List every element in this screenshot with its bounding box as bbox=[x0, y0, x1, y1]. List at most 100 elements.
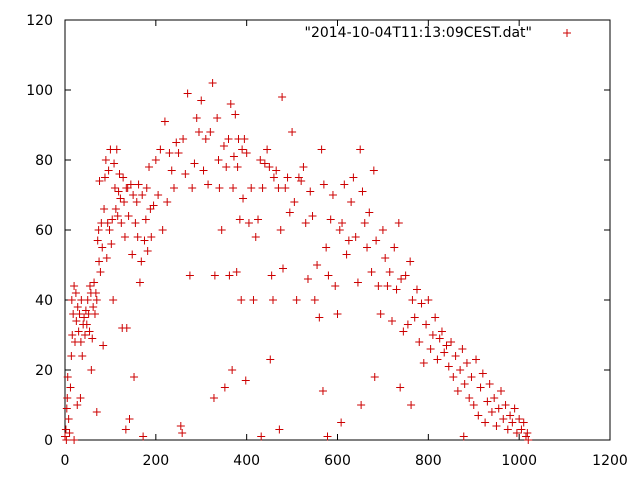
data-point bbox=[483, 397, 492, 406]
data-point bbox=[108, 215, 117, 224]
data-point bbox=[110, 159, 119, 168]
data-point bbox=[376, 310, 385, 318]
data-point bbox=[278, 93, 287, 101]
data-point bbox=[424, 296, 433, 304]
data-point bbox=[299, 163, 308, 171]
data-point bbox=[235, 215, 244, 224]
x-tick-label: 1000 bbox=[501, 453, 537, 469]
data-point bbox=[174, 149, 183, 157]
data-point bbox=[78, 352, 87, 360]
data-point bbox=[490, 394, 499, 402]
data-point bbox=[63, 373, 72, 381]
data-point bbox=[249, 296, 258, 304]
data-point bbox=[233, 163, 242, 171]
data-point bbox=[397, 275, 406, 283]
data-point bbox=[215, 184, 224, 192]
data-point bbox=[135, 278, 144, 287]
axis-ticks bbox=[64, 19, 611, 441]
data-point bbox=[347, 198, 356, 206]
data-point bbox=[142, 184, 151, 192]
data-point bbox=[151, 156, 160, 164]
data-point bbox=[499, 415, 508, 423]
data-point bbox=[71, 289, 80, 297]
data-point bbox=[369, 166, 378, 175]
data-point bbox=[372, 236, 381, 245]
data-point bbox=[467, 373, 476, 381]
data-point bbox=[85, 282, 94, 290]
data-point bbox=[179, 135, 188, 143]
data-point bbox=[237, 296, 246, 304]
data-point bbox=[281, 184, 290, 192]
data-point bbox=[251, 233, 260, 241]
data-point bbox=[301, 219, 310, 227]
data-point bbox=[154, 191, 163, 199]
data-point bbox=[276, 226, 285, 234]
x-tick-label: 600 bbox=[324, 453, 351, 469]
data-point bbox=[523, 429, 532, 437]
data-point bbox=[95, 257, 104, 266]
data-point bbox=[390, 243, 399, 252]
data-point bbox=[133, 233, 142, 241]
data-point bbox=[72, 317, 81, 325]
data-point bbox=[365, 208, 374, 217]
data-point bbox=[242, 149, 251, 157]
data-point bbox=[417, 299, 426, 308]
data-point bbox=[426, 345, 435, 353]
data-point bbox=[474, 411, 483, 420]
data-point bbox=[132, 198, 141, 206]
data-point bbox=[110, 184, 119, 192]
y-tick-label: 20 bbox=[35, 363, 53, 379]
data-point bbox=[367, 268, 376, 276]
data-point bbox=[506, 411, 515, 420]
data-point bbox=[449, 373, 458, 381]
legend-label: "2014-10-04T11:13:09CEST.dat" bbox=[305, 25, 532, 41]
data-point bbox=[70, 436, 79, 444]
data-point bbox=[308, 212, 317, 220]
data-point bbox=[66, 383, 75, 392]
data-point bbox=[512, 429, 521, 437]
data-point bbox=[134, 180, 143, 189]
data-point bbox=[503, 425, 512, 434]
data-point bbox=[451, 352, 460, 360]
data-point bbox=[61, 425, 70, 434]
data-point bbox=[407, 401, 416, 409]
data-point bbox=[240, 135, 249, 143]
data-point bbox=[224, 135, 233, 143]
data-point bbox=[68, 331, 77, 339]
data-point bbox=[73, 303, 82, 311]
data-point bbox=[75, 310, 84, 318]
data-point bbox=[100, 173, 109, 182]
data-point bbox=[306, 187, 315, 196]
data-point bbox=[476, 383, 485, 392]
data-point bbox=[294, 173, 303, 182]
data-point bbox=[116, 194, 125, 203]
data-point bbox=[120, 233, 129, 241]
data-point bbox=[501, 401, 510, 409]
data-point bbox=[82, 320, 91, 329]
data-point bbox=[158, 226, 167, 234]
data-point bbox=[497, 387, 505, 395]
data-point bbox=[122, 324, 131, 332]
data-point bbox=[408, 296, 417, 304]
data-point bbox=[315, 313, 324, 322]
data-point bbox=[208, 79, 217, 87]
data-point bbox=[209, 394, 218, 402]
data-point bbox=[225, 271, 234, 280]
data-point bbox=[428, 331, 437, 339]
data-point bbox=[219, 142, 228, 150]
data-point bbox=[124, 212, 133, 220]
data-point bbox=[363, 243, 372, 252]
data-point bbox=[283, 173, 292, 182]
data-point bbox=[64, 415, 73, 423]
data-point bbox=[435, 334, 444, 343]
data-point bbox=[472, 355, 481, 364]
data-point bbox=[328, 191, 337, 199]
data-point bbox=[370, 373, 379, 381]
data-point bbox=[91, 289, 100, 297]
data-point bbox=[260, 159, 269, 168]
data-point bbox=[119, 173, 128, 182]
y-tick-label: 100 bbox=[26, 83, 53, 99]
data-point bbox=[447, 338, 456, 346]
y-tick-label: 0 bbox=[44, 433, 53, 449]
data-point bbox=[358, 187, 367, 196]
